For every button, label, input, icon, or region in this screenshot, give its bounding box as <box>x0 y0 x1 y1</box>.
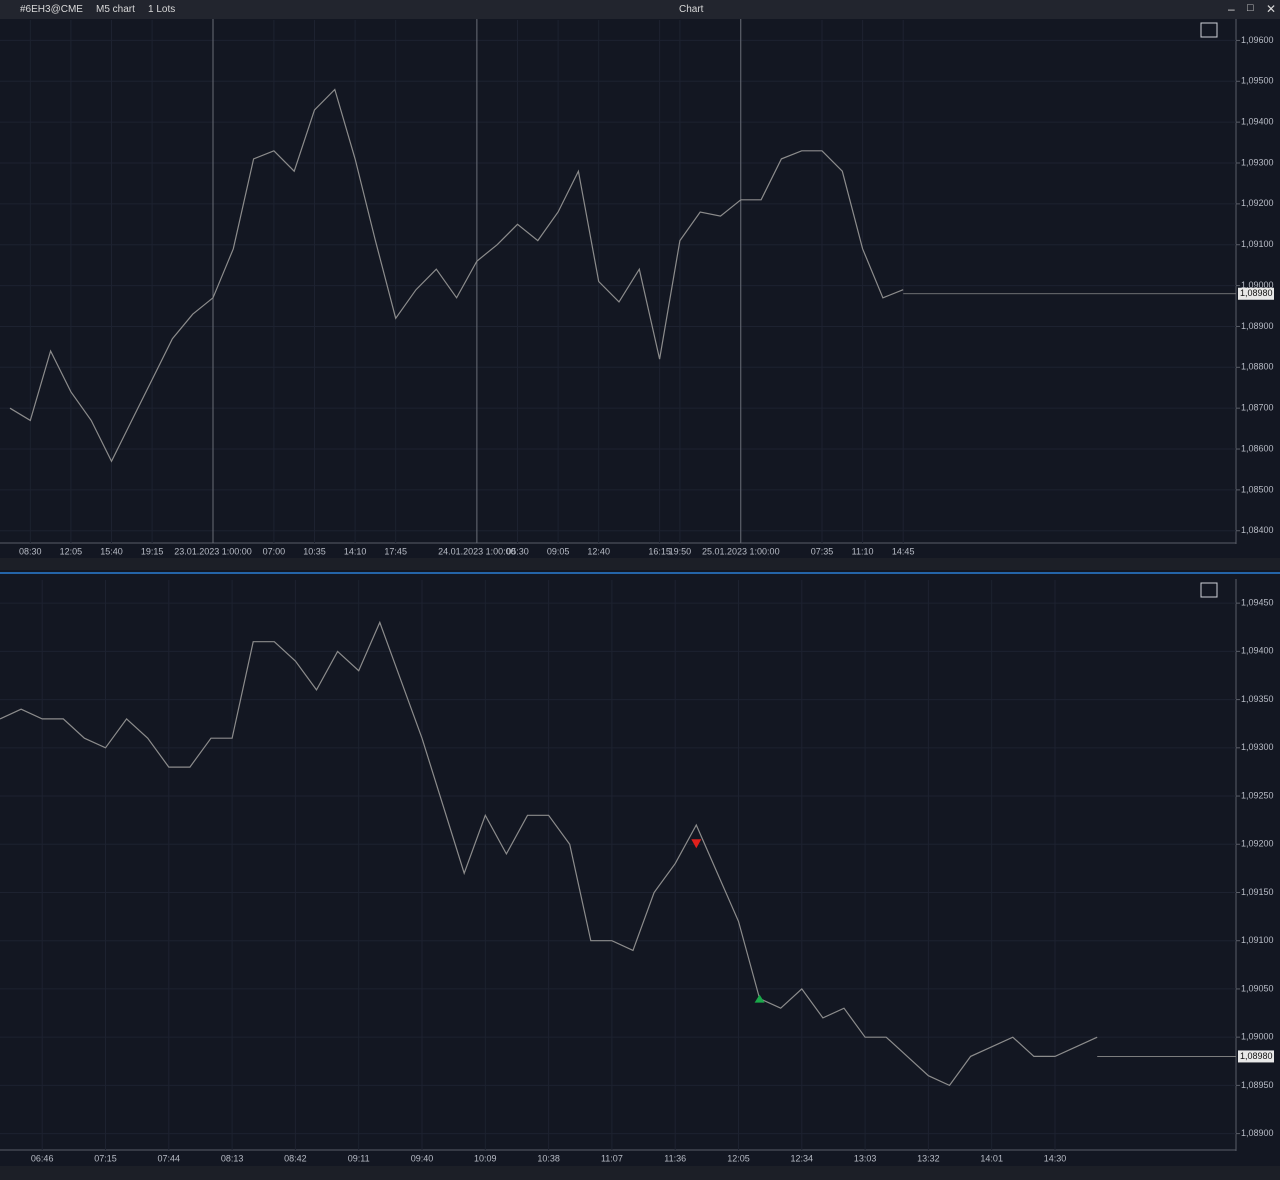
window-title: Chart <box>679 4 704 15</box>
y-tick-label: 1,09200 <box>1241 839 1274 849</box>
x-tick-label: 12:05 <box>727 1153 750 1163</box>
charts: 1,08400 1,08500 1,08600 1,08700 1,08800 1,089… <box>0 19 1280 1180</box>
y-tick-label: 1,09100 <box>1241 239 1274 249</box>
y-tick-label: 1,09400 <box>1241 117 1274 127</box>
x-tick-label: 07:44 <box>158 1153 181 1163</box>
close[interactable]: ✕ <box>1266 2 1277 16</box>
y-tick-label: 1,09350 <box>1241 694 1274 704</box>
last-price-label: 1,08980 <box>1240 1051 1273 1061</box>
x-tick-label: 09:05 <box>547 546 570 556</box>
y-tick-label: 1,09300 <box>1241 157 1274 167</box>
x-tick-label: 12:05 <box>60 546 83 556</box>
x-tick-label: 14:10 <box>344 546 367 556</box>
trade-signal <box>691 839 702 849</box>
price-line <box>0 620 1098 1087</box>
scrollbar[interactable] <box>0 558 1280 570</box>
x-tick-label: 24.01.2023 1:00:00 <box>438 546 516 556</box>
price-line <box>9 88 904 463</box>
x-tick-label: 10:09 <box>474 1153 497 1163</box>
x-tick-label: 08:42 <box>284 1153 307 1163</box>
y-tick-label: 1,09500 <box>1241 76 1274 86</box>
timeframe[interactable]: M5 chart <box>96 4 135 15</box>
x-tick-label: 19:15 <box>141 546 164 556</box>
y-tick-label: 1,09300 <box>1241 742 1274 752</box>
x-tick-label: 10:35 <box>303 546 326 556</box>
x-tick-label: 23.01.2023 1:00:00 <box>174 546 252 556</box>
x-tick-label: 19:50 <box>669 546 692 556</box>
trade-signal <box>754 994 765 1003</box>
x-tick-label: 11:07 <box>601 1153 623 1163</box>
x-tick-label: 08:30 <box>19 546 42 556</box>
x-tick-label: 12:34 <box>791 1153 814 1163</box>
y-tick-label: 1,08800 <box>1241 362 1274 372</box>
x-tick-label: 06:46 <box>31 1153 54 1163</box>
maximize[interactable]: □ <box>1247 2 1254 14</box>
x-tick-label: 08:13 <box>221 1153 244 1163</box>
x-tick-label: 16:15 <box>648 546 671 556</box>
y-tick-label: 1,08900 <box>1241 1128 1274 1138</box>
y-tick-label: 1,09050 <box>1241 983 1274 993</box>
y-tick-label: 1,09250 <box>1241 790 1274 800</box>
scroll-to-end[interactable] <box>1200 22 1218 38</box>
x-tick-label: 11:36 <box>664 1153 686 1163</box>
y-tick-label: 1,09100 <box>1241 935 1274 945</box>
toolbar: #6EH3@CME M5 chart 1 Lots Chart – □ ✕ <box>0 0 1280 19</box>
last-price-label: 1,08980 <box>1240 288 1273 298</box>
symbol[interactable]: #6EH3@CME <box>20 4 83 15</box>
y-tick-label: 1,09600 <box>1241 35 1274 45</box>
x-tick-label: 09:11 <box>348 1153 370 1163</box>
x-tick-label: 13:32 <box>917 1153 940 1163</box>
x-tick-label: 07:00 <box>263 546 286 556</box>
x-tick-label: 10:38 <box>537 1153 560 1163</box>
lots[interactable]: 1 Lots <box>148 4 176 15</box>
y-tick-label: 1,09200 <box>1241 198 1274 208</box>
scrollbar[interactable] <box>0 1166 1280 1180</box>
x-tick-label: 09:40 <box>411 1153 434 1163</box>
y-tick-label: 1,08600 <box>1241 443 1274 453</box>
x-tick-label: 14:45 <box>892 546 915 556</box>
y-tick-label: 1,08400 <box>1241 525 1274 535</box>
x-tick-label: 14:30 <box>1044 1153 1067 1163</box>
y-tick-label: 1,09400 <box>1241 646 1274 656</box>
x-tick-label: 12:40 <box>587 546 610 556</box>
y-tick-label: 1,09000 <box>1241 280 1274 290</box>
x-tick-label: 17:45 <box>384 546 407 556</box>
last-price-box <box>1238 1050 1274 1063</box>
scroll-to-end[interactable] <box>1200 582 1218 598</box>
x-tick-label: 25.01.2023 1:00:00 <box>702 546 780 556</box>
x-tick-label: 13:03 <box>854 1153 877 1163</box>
background <box>0 19 1280 1180</box>
y-tick-label: 1,09000 <box>1241 1032 1274 1042</box>
x-tick-label: 07:15 <box>94 1153 117 1163</box>
x-tick-label: 11:10 <box>852 546 874 556</box>
x-tick-label: 14:01 <box>980 1153 1003 1163</box>
y-tick-label: 1,08950 <box>1241 1080 1274 1090</box>
y-tick-label: 1,08500 <box>1241 484 1274 494</box>
y-tick-label: 1,08700 <box>1241 403 1274 413</box>
x-tick-label: 05:30 <box>506 546 529 556</box>
y-tick-label: 1,09450 <box>1241 598 1274 608</box>
x-tick-label: 07:35 <box>811 546 834 556</box>
x-tick-label: 15:40 <box>100 546 123 556</box>
minimize[interactable]: – <box>1228 2 1235 16</box>
last-price-box <box>1238 287 1274 300</box>
y-tick-label: 1,09150 <box>1241 887 1274 897</box>
y-tick-label: 1,08900 <box>1241 321 1274 331</box>
